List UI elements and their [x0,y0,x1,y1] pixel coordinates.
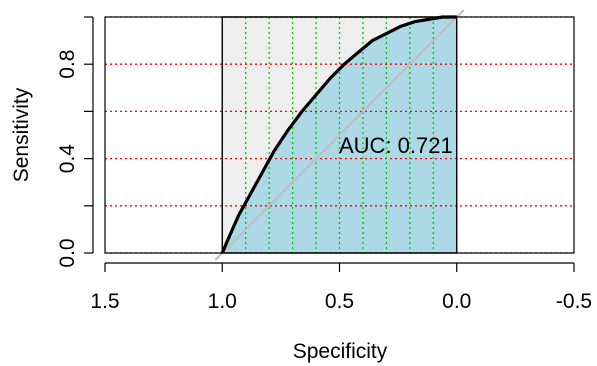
x-axis-title: Specificity [293,340,388,363]
x-tick-label-0: 1.5 [90,290,119,313]
x-tick-label-3: 0.0 [442,290,471,313]
x-tick-label-1: 1.0 [208,290,237,313]
y-axis-title: Sensitivity [10,87,33,182]
auc-label: AUC: 0.721 [339,133,453,158]
x-tick-label-2: 0.5 [325,290,354,313]
y-tick-label-0: 0.0 [56,238,79,267]
diagonal-layer [214,9,465,261]
roc-curve [220,15,457,254]
plot-frame [104,16,575,254]
plot-frame-layer [104,16,575,254]
y-tick-label-1: 0.4 [56,144,79,174]
x-tick-label-4: -0.5 [556,290,592,313]
y-tick-label-2: 0.8 [56,50,79,79]
chance-diagonal [214,9,465,261]
axes-layer: 1.5 1.0 0.5 0.0 -0.5 0.0 0.4 0.8 [56,16,592,313]
roc-curve-layer [220,15,457,254]
